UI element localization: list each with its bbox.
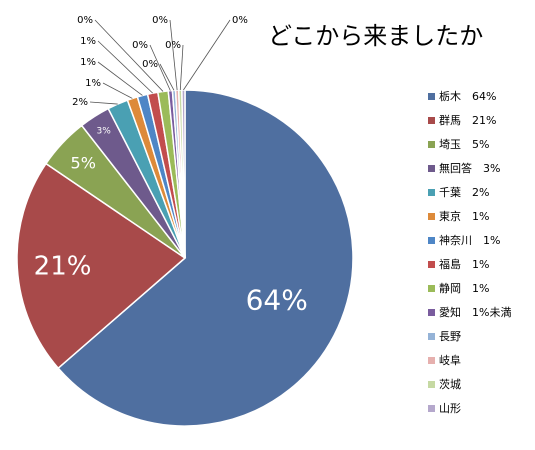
- chart-title: どこから来ましたか: [268, 22, 483, 50]
- legend-swatch-8: [428, 261, 435, 268]
- slice-label-4: 3%: [96, 127, 111, 137]
- legend-swatch-2: [428, 117, 435, 124]
- legend-label-12: 岐阜: [439, 354, 461, 367]
- slice-label-13: 0%: [165, 40, 181, 51]
- legend-swatch-14: [428, 405, 435, 412]
- leader-line-11: [159, 63, 175, 91]
- legend-label-6: 東京 1%: [439, 209, 489, 223]
- legend-swatch-3: [428, 141, 435, 148]
- slice-label-7: 1%: [80, 57, 96, 68]
- legend-label-4: 無回答 3%: [439, 161, 500, 175]
- slice-label-8: 1%: [80, 36, 96, 47]
- leader-line-6: [102, 82, 133, 99]
- legend-label-9: 静岡 1%: [439, 281, 489, 295]
- slice-label-5: 2%: [72, 97, 88, 108]
- legend-swatch-9: [428, 285, 435, 292]
- pie-slice-14: [181, 89, 186, 259]
- slice-label-3: 5%: [71, 153, 96, 172]
- leader-line-13: [179, 44, 184, 91]
- legend-swatch-10: [428, 309, 435, 316]
- slice-label-9: 0%: [77, 15, 93, 26]
- legend-label-10: 愛知 1%未満: [439, 305, 511, 319]
- slice-label-10: 0%: [132, 40, 148, 51]
- leader-line-5: [89, 101, 118, 105]
- legend-swatch-5: [428, 189, 435, 196]
- slice-label-14: 0%: [232, 15, 248, 26]
- pie-slice-2: [16, 162, 187, 370]
- legend-label-11: 長野: [439, 330, 461, 343]
- leader-line-9: [94, 19, 164, 92]
- legend-swatch-7: [428, 237, 435, 244]
- leader-line-14: [183, 19, 231, 91]
- legend-label-8: 福島 1%: [439, 257, 489, 271]
- slice-label-6: 1%: [85, 78, 101, 89]
- leader-line-12: [169, 19, 178, 91]
- leader-line-7: [97, 61, 143, 96]
- leader-line-10: [149, 44, 171, 91]
- legend-label-5: 千葉 2%: [439, 185, 489, 199]
- legend-swatch-4: [428, 165, 435, 172]
- pie-slice-1: [57, 89, 354, 427]
- leader-line-8: [97, 40, 153, 94]
- legend-label-2: 群馬 21%: [439, 113, 496, 127]
- legend-label-1: 栃木 64%: [439, 89, 496, 103]
- legend-label-13: 茨城: [439, 377, 461, 391]
- legend-label-3: 埼玉 5%: [439, 137, 489, 151]
- slice-label-12: 0%: [152, 15, 168, 26]
- legend-swatch-6: [428, 213, 435, 220]
- slice-label-2: 21%: [34, 251, 92, 281]
- legend-label-14: 山形: [439, 402, 461, 415]
- legend-label-7: 神奈川 1%: [439, 233, 500, 247]
- slice-label-1: 64%: [246, 284, 308, 317]
- legend-swatch-1: [428, 93, 435, 100]
- slice-label-11: 0%: [142, 59, 158, 70]
- legend-swatch-12: [428, 357, 435, 364]
- legend-swatch-11: [428, 333, 435, 340]
- legend-swatch-13: [428, 381, 435, 388]
